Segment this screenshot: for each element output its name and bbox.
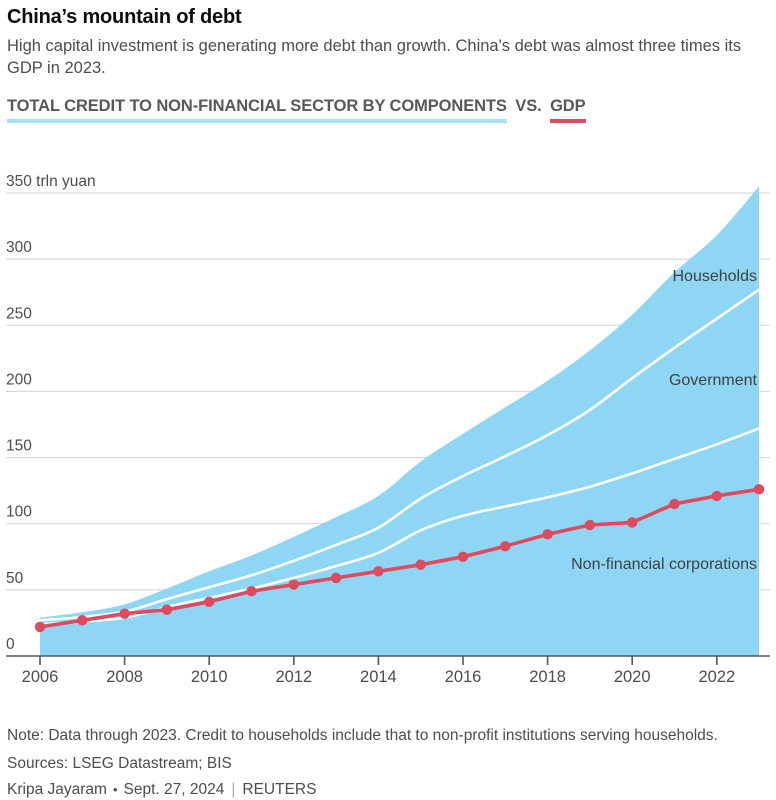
chart-header-credit-label: TOTAL CREDIT TO NON-FINANCIAL SECTOR BY … [7,97,507,123]
subtitle: High capital investment is generating mo… [7,37,742,77]
gdp-data-point [457,551,469,562]
y-axis-labels: 50 100 150 200 250 300 350 trln yuan [6,173,96,587]
gdp-data-point [542,529,553,540]
gdp-data-point [669,498,680,510]
gdp-data-point [161,604,173,615]
x-tick-label: 2020 [614,668,651,686]
x-tick-label: 2018 [529,668,566,686]
gdp-line [39,487,760,629]
x-tick-label: 2010 [191,668,228,686]
chart-byline: Kripa Jayaram • Sept. 27, 2024 | REUTERS [7,781,316,799]
x-tick-label: 2014 [360,668,397,686]
band-label-government: Government [669,372,758,389]
chart-sources: Sources: LSEG Datastream; BIS [7,755,232,772]
gdp-data-point [204,596,215,607]
band-label-non-financial-corporations: Non-financial corporations [571,556,757,573]
x-tick-label: 2012 [275,668,312,686]
gdp-data-point [627,517,638,528]
y-tick-label: 100 [6,504,32,521]
gdp-data-point [415,559,426,570]
byline-date: Sept. 27, 2024 [123,781,225,798]
total-credit-area [40,186,760,656]
gdp-data-point [500,541,511,552]
chart-note: Note: Data through 2023. Credit to house… [7,727,718,744]
y-tick-label: 200 [6,371,32,388]
gdp-data-point [373,566,384,577]
x-tick-label: 2016 [445,668,482,686]
byline-author: Kripa Jayaram [7,781,107,798]
households-government-boundary-line [39,288,760,622]
byline-pipe-separator: | [231,781,236,798]
gdp-data-point [77,615,88,626]
x-axis-ticks: 2006 2008 2010 2012 2014 2016 2018 2020 2022 [22,656,735,686]
gdp-line-dots [34,484,765,633]
chart-header-vs-label: VS. [515,97,542,115]
y-tick-label: 350 trln yuan [6,173,96,190]
band-label-households: Households [673,268,758,285]
y-tick-label: 50 [6,570,24,587]
gdp-data-point [34,621,46,633]
chart-header: TOTAL CREDIT TO NON-FINANCIAL SECTOR BY … [7,97,586,123]
page-title: China’s mountain of debt [7,6,242,28]
byline-brand: REUTERS [242,781,317,798]
gdp-data-point [246,586,257,597]
gdp-data-point [119,608,130,619]
gridlines [6,192,770,591]
gdp-data-point [288,579,299,590]
gdp-data-point [584,519,596,531]
gdp-data-point [330,572,342,584]
x-tick-label: 2008 [106,668,143,686]
gdp-data-point [753,484,765,495]
byline-bullet-separator: • [112,782,118,797]
y-tick-label: 150 [6,438,32,455]
gdp-data-point [711,490,722,502]
x-tick-label: 2022 [698,668,735,686]
debt-area-chart: 50 100 150 200 250 300 350 trln yuan 0 2006 2008 2… [0,145,776,700]
chart-header-gdp-label: GDP [550,97,586,123]
y-tick-label: 300 [6,239,32,256]
y-tick-label-zero: 0 [6,636,15,653]
y-tick-label: 250 [6,305,32,322]
x-tick-label: 2006 [22,668,59,686]
